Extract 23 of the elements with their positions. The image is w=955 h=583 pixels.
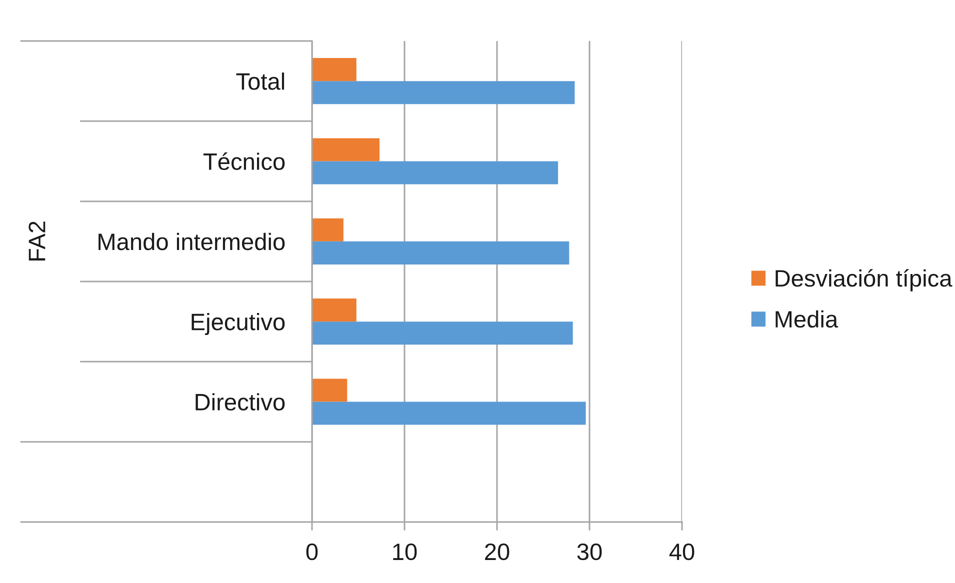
x-tick-label: 10 <box>393 543 417 560</box>
bar <box>312 58 356 82</box>
bar <box>312 218 344 242</box>
x-tick-label: 0 <box>306 543 318 560</box>
y-tick-label: Total <box>236 72 284 90</box>
y-tick-label: Técnico <box>203 152 285 170</box>
bar <box>312 241 570 264</box>
bar <box>312 298 356 322</box>
y-tick-label: Directivo <box>196 393 285 411</box>
y-tick-label: Mando intermedio <box>98 232 285 250</box>
y-axis-title: FA2 <box>28 222 46 260</box>
bar <box>312 161 558 184</box>
bar <box>312 402 586 425</box>
legend-label: Desviación típica <box>776 269 952 292</box>
x-tick-label: 30 <box>577 543 602 560</box>
y-tick-label: Ejecutivo <box>192 313 285 336</box>
x-tick-label: 40 <box>669 543 694 560</box>
legend-label: Media <box>776 310 838 328</box>
bar <box>312 81 575 104</box>
x-tick-label: 20 <box>485 543 510 560</box>
bar <box>312 378 348 402</box>
bar <box>312 138 380 162</box>
bar <box>312 322 573 345</box>
